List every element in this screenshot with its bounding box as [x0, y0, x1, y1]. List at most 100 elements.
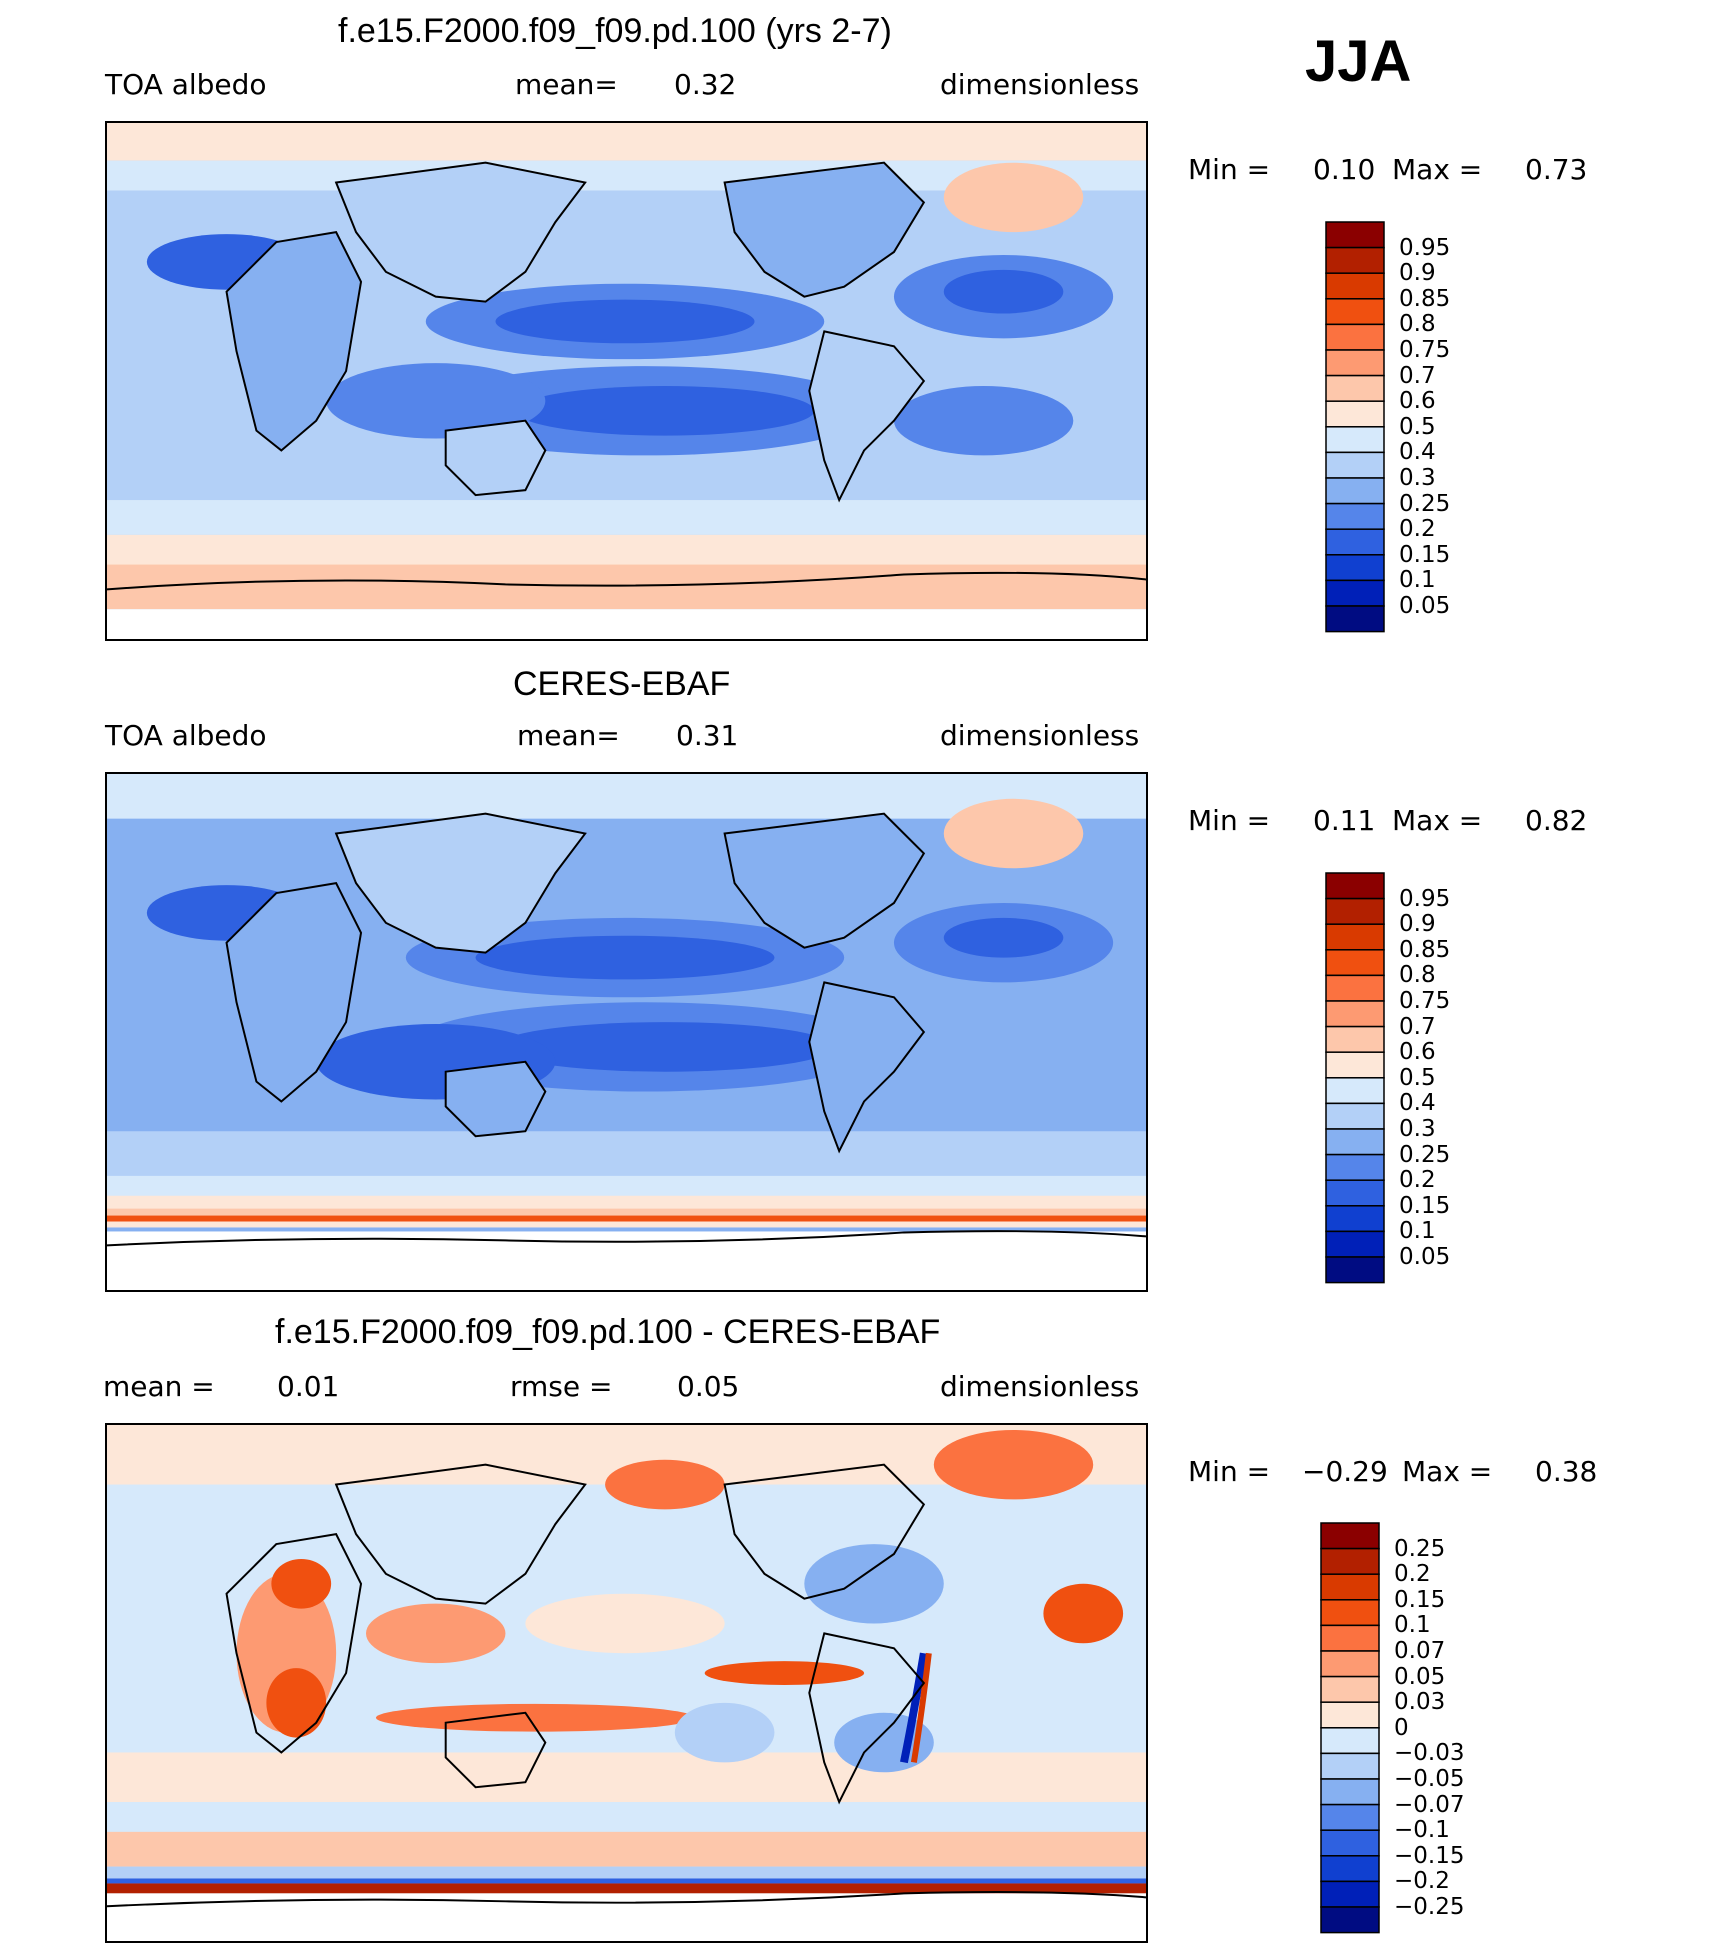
colorbar-swatch — [1325, 579, 1385, 607]
colorbar-swatch — [1325, 897, 1385, 925]
colorbar-tick-label: 0 — [1394, 1714, 1409, 1741]
colorbar-swatch — [1325, 1000, 1385, 1028]
colorbar-tick-label: 0.2 — [1399, 516, 1436, 543]
colorbar-swatch — [1325, 923, 1385, 951]
colorbar-tick-label: −0.2 — [1394, 1868, 1450, 1895]
colorbar-swatch — [1325, 221, 1385, 249]
colorbar-swatch — [1325, 477, 1385, 505]
panel-2-map — [105, 772, 1148, 1292]
colorbar-tick-label: 0.07 — [1394, 1638, 1446, 1664]
colorbar-tick-label: 0.8 — [1399, 962, 1436, 989]
panel-3-max-label: Max = — [1402, 1455, 1493, 1488]
colorbar-swatch — [1325, 528, 1385, 556]
colorbar-swatch — [1325, 1102, 1385, 1130]
colorbar-tick-label: 0.7 — [1399, 1013, 1436, 1040]
panel-1-map — [105, 121, 1148, 641]
colorbar-tick-label: 0.95 — [1399, 885, 1451, 912]
panel-1-mean-value: 0.32 — [674, 68, 737, 101]
colorbar-tick-label: 0.4 — [1399, 1090, 1436, 1117]
panel-1-mean-label: mean= — [515, 68, 618, 101]
colorbar-tick-label: 0.75 — [1399, 988, 1451, 1014]
colorbar-swatch — [1320, 1573, 1380, 1601]
colorbar-swatch — [1325, 949, 1385, 977]
colorbar-tick-label: 0.1 — [1399, 567, 1436, 594]
panel-2-mean-label: mean= — [517, 719, 620, 752]
colorbar-swatch — [1325, 1025, 1385, 1053]
colorbar-swatch — [1325, 349, 1385, 377]
colorbar-tick-label: −0.1 — [1394, 1817, 1450, 1844]
colorbar-swatch — [1325, 246, 1385, 274]
panel-1-max-label: Max = — [1392, 153, 1483, 186]
panel-1-min-label: Min = — [1188, 153, 1271, 186]
colorbar-tick-label: 0.6 — [1399, 1039, 1436, 1066]
colorbar-swatch — [1325, 426, 1385, 454]
colorbar-swatches — [1325, 872, 1385, 1284]
colorbar-swatch — [1320, 1701, 1380, 1729]
panel-1-title: f.e15.F2000.f09_f09.pd.100 (yrs 2-7) — [338, 12, 892, 50]
colorbar-swatch — [1325, 502, 1385, 530]
colorbar-swatch — [1325, 974, 1385, 1002]
colorbar-tick-label: 0.3 — [1399, 465, 1436, 491]
colorbar-tick-label: 0.15 — [1399, 541, 1451, 568]
colorbar-swatch — [1325, 1256, 1385, 1284]
colorbar-swatch — [1320, 1727, 1380, 1755]
colorbar-tick-label: 0.3 — [1399, 1116, 1436, 1142]
colorbar-tick-label: 0.15 — [1399, 1192, 1451, 1219]
colorbar-tick-label: 0.9 — [1399, 911, 1436, 938]
colorbar-swatch — [1325, 872, 1385, 900]
colorbar-tick-label: 0.5 — [1399, 413, 1436, 440]
panel-2-title: CERES-EBAF — [513, 665, 731, 703]
colorbar-tick-label: 0.95 — [1399, 234, 1451, 261]
panel-3-mean-value: 0.01 — [277, 1370, 340, 1403]
colorbar-swatch — [1325, 1077, 1385, 1105]
panel-3-title: f.e15.F2000.f09_f09.pd.100 - CERES-EBAF — [275, 1313, 941, 1351]
colorbar-tick-label: 0.1 — [1394, 1612, 1431, 1639]
panel-1-max-value: 0.73 — [1525, 153, 1588, 186]
panel-2-max-value: 0.82 — [1525, 804, 1588, 837]
colorbar-swatch — [1325, 451, 1385, 479]
colorbar-swatch — [1325, 400, 1385, 428]
colorbar-tick-label: 0.5 — [1399, 1064, 1436, 1091]
colorbar-swatch — [1325, 1205, 1385, 1233]
panel-3-map — [105, 1423, 1148, 1943]
colorbar-swatch — [1325, 323, 1385, 351]
colorbar-swatch — [1320, 1599, 1380, 1627]
colorbar-swatch — [1320, 1650, 1380, 1678]
colorbar-swatch — [1320, 1624, 1380, 1652]
colorbar-tick-label: 0.85 — [1399, 285, 1451, 312]
colorbar-tick-label: 0.7 — [1399, 362, 1436, 389]
colorbar-swatch — [1320, 1906, 1380, 1934]
panel-3-mean-label: mean = — [103, 1370, 215, 1403]
colorbar-tick-label: −0.25 — [1394, 1894, 1465, 1920]
panel-2-mean-value: 0.31 — [676, 719, 739, 752]
colorbar-swatches — [1325, 221, 1385, 633]
panel-2-units-label: dimensionless — [940, 719, 1140, 752]
colorbar-swatch — [1325, 374, 1385, 402]
panel-1-min-value: 0.10 — [1313, 153, 1376, 186]
colorbar-tick-label: −0.03 — [1394, 1740, 1465, 1767]
colorbar-tick-label: 0.4 — [1399, 439, 1436, 466]
panel-2-min-label: Min = — [1188, 804, 1271, 837]
colorbar-swatch — [1325, 298, 1385, 326]
colorbar-tick-label: 0.05 — [1394, 1663, 1446, 1690]
panel-2-min-value: 0.11 — [1313, 804, 1376, 837]
season-label: JJA — [1305, 29, 1412, 94]
colorbar-swatch — [1325, 554, 1385, 582]
colorbar-tick-label: 0.05 — [1399, 1244, 1451, 1270]
colorbar-tick-label: 0.25 — [1399, 1141, 1451, 1168]
colorbar-swatch — [1325, 1051, 1385, 1079]
colorbar-tick-label: 0.85 — [1399, 936, 1451, 963]
panel-2-variable-label: TOA albedo — [105, 719, 267, 752]
colorbar-swatch — [1320, 1547, 1380, 1575]
colorbar-tick-label: 0.03 — [1394, 1689, 1446, 1716]
panel-3-units-label: dimensionless — [940, 1370, 1140, 1403]
colorbar-swatch — [1325, 272, 1385, 300]
colorbar-tick-label: −0.15 — [1394, 1842, 1465, 1869]
colorbar-swatch — [1320, 1829, 1380, 1857]
colorbar-swatch — [1325, 605, 1385, 633]
colorbar-tick-label: 0.05 — [1399, 593, 1451, 619]
colorbar-swatch — [1320, 1778, 1380, 1806]
colorbar-tick-label: −0.07 — [1394, 1791, 1465, 1818]
colorbar-tick-label: 0.25 — [1394, 1535, 1446, 1562]
colorbar-swatch — [1320, 1522, 1380, 1550]
